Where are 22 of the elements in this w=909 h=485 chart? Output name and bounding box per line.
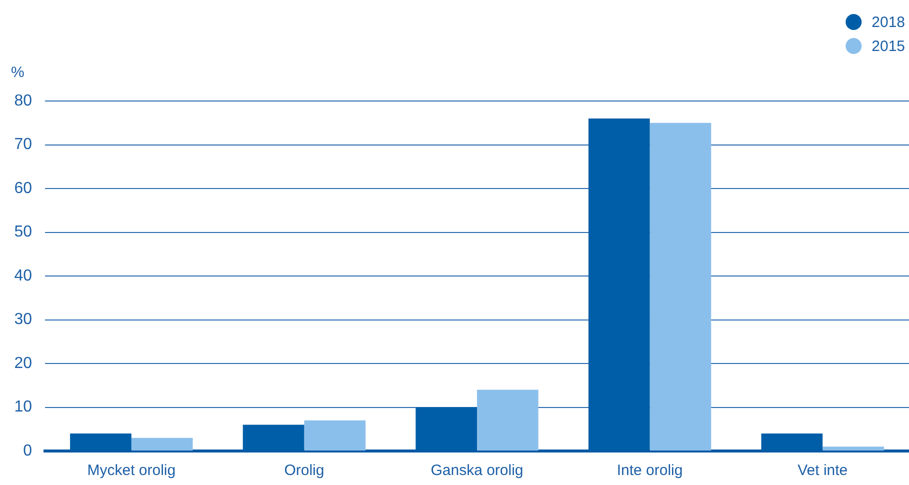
bar <box>822 446 884 450</box>
y-tick-label: 70 <box>14 136 32 154</box>
y-tick-label: 60 <box>14 180 32 197</box>
x-tick-label: Ganska orolig <box>430 462 524 480</box>
y-tick-label: 10 <box>14 398 32 416</box>
y-tick-label: 30 <box>14 311 32 328</box>
y-tick-label: 80 <box>14 92 32 110</box>
x-tick-label: Vet inte <box>798 462 848 480</box>
x-tick-label: Inte orolig <box>616 462 683 480</box>
legend-label: 2015 <box>872 38 906 56</box>
bar <box>131 438 193 450</box>
bar <box>650 122 712 450</box>
bar <box>477 390 538 450</box>
y-tick-label: 20 <box>14 354 32 372</box>
x-tick-label: Mycket orolig <box>87 462 176 480</box>
y-axis-title: % <box>11 64 24 82</box>
y-tick-label: 50 <box>14 224 32 241</box>
bar <box>304 420 366 450</box>
y-tick-label: 0 <box>23 442 32 460</box>
y-tick-label: 40 <box>14 267 32 284</box>
x-tick-label: Orolig <box>284 462 324 480</box>
legend-label: 2018 <box>872 14 906 32</box>
